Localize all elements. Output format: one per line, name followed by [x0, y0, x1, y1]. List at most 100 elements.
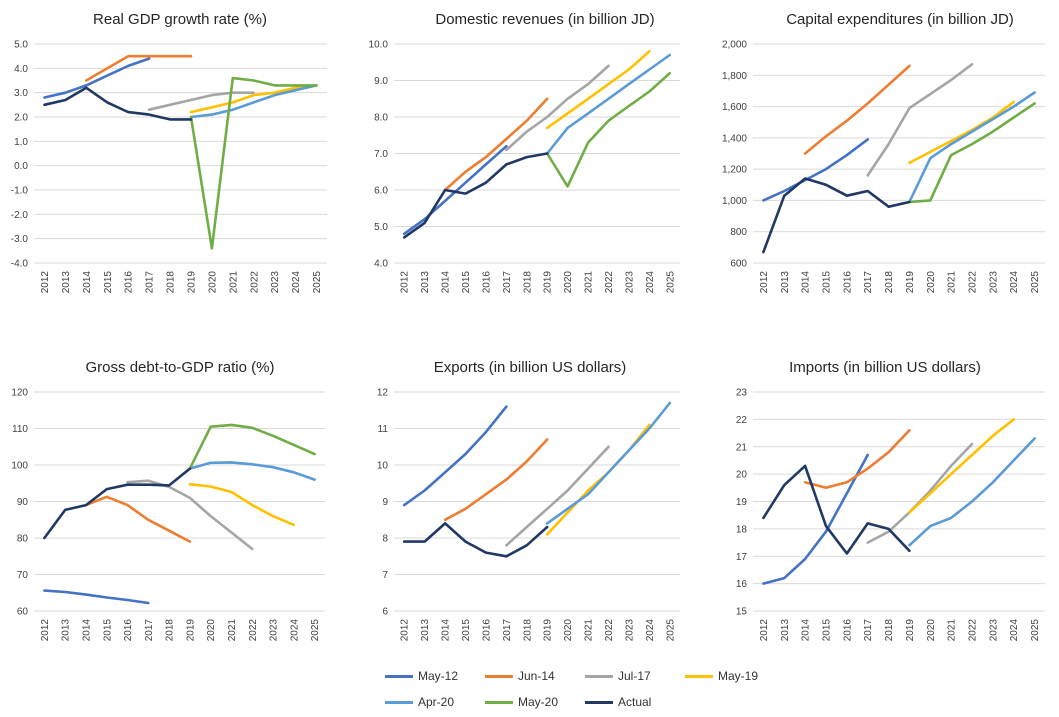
- legend-label: Apr-20: [418, 695, 455, 709]
- x-tick-label: 2024: [1009, 271, 1020, 294]
- legend-swatch-may-20: [485, 700, 513, 704]
- x-tick-label: 2016: [124, 271, 135, 294]
- y-tick-label: 6.0: [374, 186, 388, 197]
- x-tick-label: 2012: [759, 619, 770, 642]
- x-tick-label: 2025: [312, 271, 323, 294]
- x-tick-label: 2012: [40, 619, 51, 642]
- y-tick-label: 15: [736, 607, 748, 618]
- x-tick-label: 2014: [801, 271, 812, 294]
- y-tick-label: 1,400: [722, 133, 747, 144]
- y-tick-label: 70: [17, 570, 29, 581]
- series-line-may-19: [545, 50, 651, 130]
- chart-panel-6: Imports (in billion US dollars) 15 16 17 18 1…: [736, 359, 1045, 641]
- x-tick-label: 2021: [584, 271, 595, 294]
- x-tick-label: 2013: [61, 619, 72, 642]
- chart-panel-4: Gross debt-to-GDP ratio (%) 60 70 80 90 100 11…: [11, 359, 325, 641]
- chart-title: Real GDP growth rate (%): [93, 11, 267, 28]
- chart-title: Gross debt-to-GDP ratio (%): [86, 359, 275, 376]
- y-tick-label: 110: [12, 424, 28, 435]
- legend-item-actual: Actual: [585, 692, 651, 712]
- chart-title: Imports (in billion US dollars): [789, 359, 981, 376]
- x-tick-label: 2019: [186, 271, 197, 294]
- y-tick-label: 120: [11, 388, 28, 399]
- series-line-apr-20: [189, 84, 318, 119]
- x-tick-label: 2015: [822, 271, 833, 294]
- series-line-may-12: [43, 589, 150, 605]
- x-tick-label: 2014: [82, 271, 93, 294]
- legend-swatch-jun-14: [485, 674, 513, 678]
- series-line-apr-20: [545, 53, 672, 155]
- x-tick-label: 2014: [801, 619, 812, 642]
- y-tick-label: 4.0: [374, 259, 388, 270]
- x-tick-label: 2017: [502, 271, 513, 294]
- series-line-may-19: [188, 483, 296, 527]
- series-line-jun-14: [443, 438, 549, 522]
- x-tick-label: 2016: [481, 271, 492, 294]
- y-tick-label: 80: [17, 534, 29, 545]
- series-line-may-19: [908, 100, 1015, 165]
- series-line-may-20: [189, 76, 318, 250]
- y-tick-label: 8: [382, 534, 388, 545]
- series-line-apr-20: [908, 437, 1036, 547]
- legend-label: Jun-14: [518, 669, 555, 683]
- y-tick-label: 5.0: [374, 222, 388, 233]
- series-line-jul-17: [505, 64, 610, 152]
- series-line-jun-14: [803, 429, 911, 490]
- x-tick-label: 2012: [400, 271, 411, 294]
- x-tick-label: 2018: [166, 271, 177, 294]
- series-line-jun-14: [85, 54, 193, 82]
- y-tick-label: 600: [730, 259, 747, 270]
- y-tick-label: 19: [736, 497, 748, 508]
- x-tick-label: 2017: [145, 271, 156, 294]
- legend-label: May-19: [718, 669, 759, 683]
- y-tick-label: 1,800: [722, 71, 747, 82]
- y-tick-label: 0.0: [14, 161, 28, 172]
- y-tick-label: 10: [377, 461, 389, 472]
- x-tick-label: 2014: [81, 619, 92, 642]
- legend-label: Jul-17: [618, 669, 651, 683]
- y-tick-label: 100: [11, 461, 28, 472]
- x-tick-label: 2017: [863, 271, 874, 294]
- series-line-may-12: [402, 405, 508, 507]
- legend-item-jun-14: Jun-14: [485, 666, 555, 686]
- x-tick-label: 2020: [926, 271, 937, 294]
- y-tick-label: 16: [736, 579, 748, 590]
- series-line-apr-20: [188, 461, 316, 481]
- legend-label: May-20: [518, 695, 559, 709]
- x-tick-label: 2016: [842, 619, 853, 642]
- legend-label: Actual: [618, 695, 652, 709]
- y-tick-label: 5.0: [14, 40, 28, 51]
- x-tick-label: 2014: [441, 619, 452, 642]
- x-tick-label: 2021: [947, 271, 958, 294]
- series-line-jun-14: [84, 495, 192, 543]
- y-tick-label: 90: [17, 497, 29, 508]
- series-line-jul-17: [147, 91, 255, 111]
- x-tick-label: 2013: [420, 619, 431, 642]
- series-line-may-20: [908, 102, 1036, 204]
- chart-panel-1: Real GDP growth rate (%) -4.0 -3.0 -2.0 -1.0…: [11, 11, 327, 293]
- chart-panel-3: Capital expenditures (in billion JD) 600 8…: [722, 11, 1045, 293]
- x-tick-label: 2024: [645, 271, 656, 294]
- x-tick-label: 2022: [249, 271, 260, 294]
- legend-item-jul-17: Jul-17: [585, 666, 651, 686]
- y-tick-label: 60: [17, 607, 29, 618]
- x-tick-label: 2020: [926, 619, 937, 642]
- x-tick-label: 2025: [665, 619, 676, 642]
- y-tick-label: 8.0: [374, 113, 388, 124]
- x-tick-label: 2023: [624, 271, 635, 294]
- series-line-jul-17: [126, 479, 254, 551]
- y-tick-label: 1,200: [722, 165, 747, 176]
- series-line-may-19: [908, 418, 1015, 514]
- series-line-jun-14: [443, 97, 549, 192]
- x-tick-label: 2025: [1030, 619, 1041, 642]
- series-line-jul-17: [505, 445, 610, 547]
- x-tick-label: 2018: [165, 619, 176, 642]
- legend-item-may-19: May-19: [685, 666, 758, 686]
- series-line-may-20: [188, 423, 316, 470]
- x-tick-label: 2023: [270, 271, 281, 294]
- y-tick-label: 9: [382, 497, 388, 508]
- y-tick-label: 1,600: [722, 102, 747, 113]
- y-tick-label: 6: [382, 607, 388, 618]
- legend-label: May-12: [418, 669, 459, 683]
